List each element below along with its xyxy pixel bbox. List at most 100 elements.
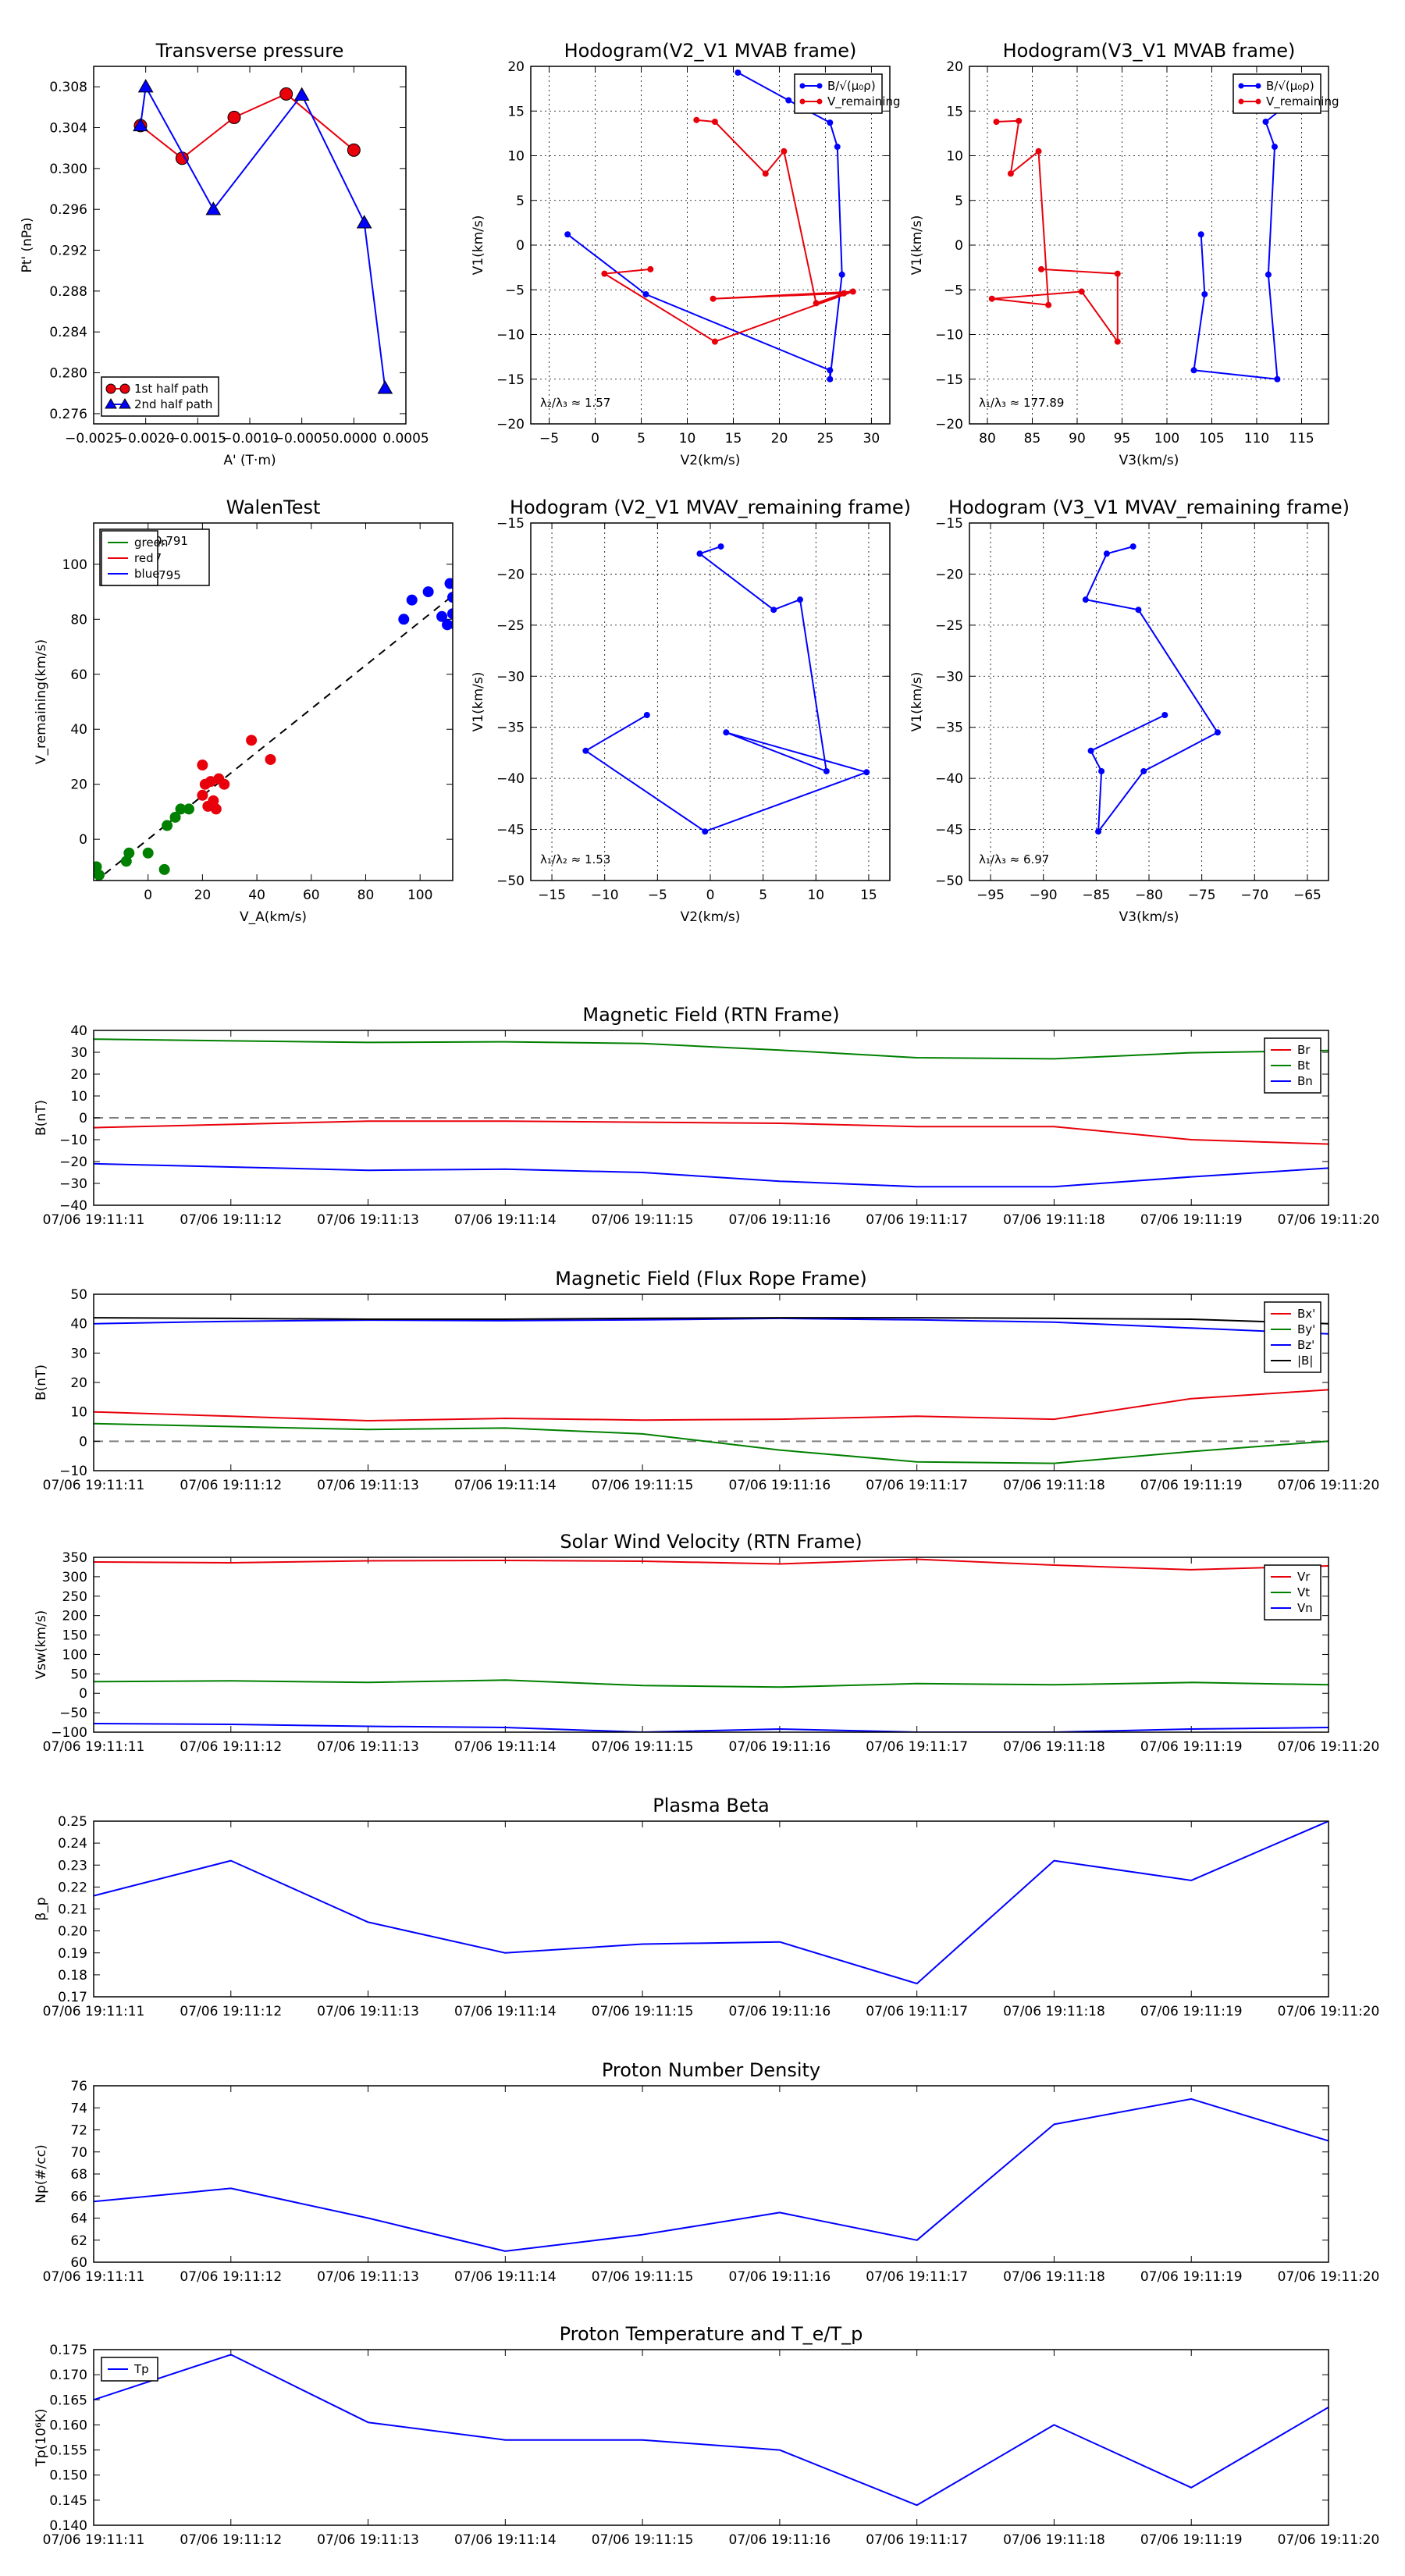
chart-title: Hodogram(V3_V1 MVAB frame) <box>1003 40 1296 62</box>
legend-label: Br <box>1297 1043 1311 1057</box>
legend-label: Tp <box>133 2362 149 2376</box>
y-tick-label: 15 <box>507 104 525 119</box>
data-point <box>279 87 293 101</box>
x-tick-label: −0.0015 <box>169 431 226 447</box>
x-tick-label: 07/06 19:11:19 <box>1140 2004 1243 2019</box>
y-tick-label: 300 <box>62 1570 87 1585</box>
data-point <box>444 578 453 589</box>
y-tick-label: 40 <box>70 1317 87 1332</box>
x-axis-label: V2(km/s) <box>681 453 741 468</box>
x-tick-label: 07/06 19:11:17 <box>866 1212 968 1228</box>
x-tick-label: −85 <box>1082 888 1110 903</box>
x-tick-label: 07/06 19:11:20 <box>1278 1739 1380 1755</box>
x-tick-label: 07/06 19:11:11 <box>43 1478 145 1493</box>
y-tick-label: 5 <box>955 194 963 209</box>
x-tick-label: −0.0005 <box>273 431 331 447</box>
x-tick-label: 15 <box>725 431 742 447</box>
data-point <box>642 290 649 297</box>
y-tick-label: 0.170 <box>49 2368 87 2383</box>
y-tick-label: 68 <box>70 2167 87 2183</box>
x-tick-label: 07/06 19:11:19 <box>1140 1478 1243 1493</box>
legend-label: blue <box>134 567 159 581</box>
data-point <box>711 118 718 125</box>
y-axis-label: Pt' (nPa) <box>20 218 35 273</box>
y-axis-label: B(nT) <box>34 1100 49 1136</box>
y-tick-label: 74 <box>70 2101 87 2116</box>
y-tick-label: 0.140 <box>49 2518 87 2534</box>
series-line-Vr <box>94 1558 1329 1571</box>
x-tick-label: 07/06 19:11:11 <box>43 2004 145 2019</box>
data-point <box>265 753 276 765</box>
data-point <box>447 592 453 603</box>
x-tick-label: 07/06 19:11:20 <box>1278 2004 1380 2019</box>
y-tick-label: −40 <box>59 1198 87 1214</box>
y-tick-label: 0.25 <box>58 1814 87 1830</box>
chart-title: Hodogram(V2_V1 MVAB frame) <box>564 40 857 62</box>
plot-frame <box>530 522 891 881</box>
series-line-By' <box>94 1422 1329 1464</box>
data-point <box>827 375 834 382</box>
legend-marker <box>799 83 806 89</box>
x-tick-label: 07/06 19:11:16 <box>729 2532 831 2548</box>
y-tick-label: 10 <box>70 1405 87 1421</box>
y-tick-label: 0 <box>516 238 525 254</box>
plot-area <box>94 2097 1329 2252</box>
legend-marker <box>119 383 130 394</box>
legend-box <box>1232 73 1321 114</box>
legend-marker <box>105 398 117 409</box>
chart-mag-flux-rope: Magnetic Field (Flux Rope Frame) 07/06 19… <box>34 1268 1379 1493</box>
legend-label: V_remaining <box>827 94 901 109</box>
data-point <box>1038 265 1044 272</box>
y-tick-label: 50 <box>70 1667 87 1682</box>
chart-hodogram-v3-v1-mvav: Hodogram (V3_V1 MVAV_remaining frame) −95… <box>909 496 1350 925</box>
y-tick-label: −10 <box>496 328 525 343</box>
plot-frame <box>93 1293 1329 1471</box>
data-point <box>647 265 654 272</box>
data-point <box>183 803 194 815</box>
data-point <box>227 110 241 124</box>
plot-frame <box>969 522 1329 881</box>
y-tick-label: 20 <box>70 1375 87 1391</box>
x-tick-label: 15 <box>860 888 877 903</box>
y-tick-label: 0.304 <box>49 121 87 137</box>
x-tick-label: 07/06 19:11:14 <box>454 2269 557 2285</box>
x-tick-label: −10 <box>591 888 619 903</box>
series-line-Vt <box>94 1679 1329 1688</box>
y-tick-label: 0.24 <box>58 1836 87 1852</box>
plot-area <box>94 1038 1329 1188</box>
x-tick-label: 07/06 19:11:13 <box>317 1478 419 1493</box>
y-tick-label: 20 <box>70 1067 87 1083</box>
plot-area <box>1082 543 1221 835</box>
x-tick-label: 110 <box>1244 431 1269 447</box>
x-tick-label: 07/06 19:11:13 <box>317 2269 419 2285</box>
y-tick-label: 66 <box>70 2189 87 2204</box>
chart-title: WalenTest <box>226 496 321 518</box>
y-tick-label: 0.165 <box>49 2393 87 2408</box>
x-tick-label: 10 <box>807 888 824 903</box>
y-tick-label: 30 <box>70 1346 87 1361</box>
x-tick-label: −0.0025 <box>65 431 123 447</box>
y-axis-label: β_p <box>34 1897 49 1920</box>
data-point <box>197 760 208 771</box>
y-tick-label: 0.308 <box>49 80 87 95</box>
y-tick-label: 60 <box>70 667 87 683</box>
x-tick-label: 07/06 19:11:11 <box>43 1212 145 1228</box>
x-tick-label: 0 <box>591 431 599 447</box>
data-point <box>993 118 1000 125</box>
y-tick-label: 100 <box>62 557 87 573</box>
chart-proton-temperature: Proton Temperature and T_e/T_p 07/06 19:1… <box>34 2323 1379 2548</box>
data-point <box>827 119 834 126</box>
data-point <box>797 596 803 603</box>
y-tick-label: −5 <box>505 283 525 298</box>
data-point <box>442 619 453 631</box>
data-point <box>564 231 571 238</box>
y-tick-label: 200 <box>62 1609 87 1624</box>
legend-label: Bz' <box>1297 1338 1314 1352</box>
x-tick-label: −5 <box>539 431 559 447</box>
x-tick-label: 07/06 19:11:18 <box>1003 2269 1105 2285</box>
y-tick-label: 150 <box>62 1628 87 1644</box>
data-point <box>823 767 830 774</box>
y-tick-label: −20 <box>59 1155 87 1170</box>
x-tick-label: −5 <box>648 888 667 903</box>
x-tick-label: 07/06 19:11:14 <box>454 1739 557 1755</box>
